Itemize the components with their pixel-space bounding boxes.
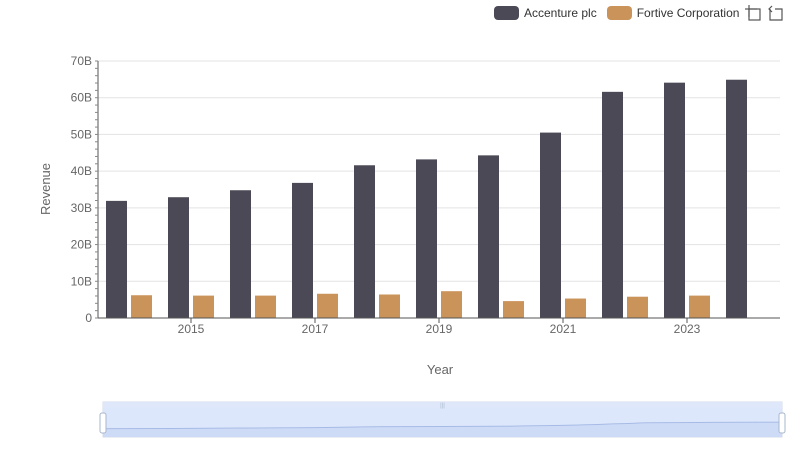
legend: Accenture plc Fortive Corporation bbox=[494, 4, 749, 22]
bar-accenture[interactable] bbox=[230, 190, 251, 318]
legend-swatch-fortive bbox=[606, 6, 632, 20]
bar-fortive[interactable] bbox=[193, 295, 214, 318]
data-zoom-slider[interactable]: ||| bbox=[99, 401, 786, 438]
y-tick-label: 70B bbox=[71, 54, 92, 68]
y-tick-label: 50B bbox=[71, 127, 92, 141]
bar-accenture[interactable] bbox=[664, 82, 685, 318]
legend-swatch-accenture bbox=[494, 6, 519, 20]
bar-accenture[interactable] bbox=[726, 79, 747, 318]
y-tick-label: 60B bbox=[71, 91, 92, 105]
y-tick-label: 20B bbox=[71, 238, 92, 252]
bars bbox=[106, 79, 747, 318]
slider-handle-right[interactable] bbox=[778, 412, 786, 434]
bar-accenture[interactable] bbox=[292, 182, 313, 318]
zoom-reset-icon[interactable] bbox=[767, 5, 783, 21]
bar-accenture[interactable] bbox=[602, 91, 623, 318]
bar-accenture[interactable] bbox=[478, 155, 499, 318]
bar-accenture[interactable] bbox=[416, 159, 437, 318]
bar-fortive[interactable] bbox=[131, 295, 152, 318]
y-tick-label: 10B bbox=[71, 274, 92, 288]
bar-fortive[interactable] bbox=[565, 298, 586, 318]
bar-fortive[interactable] bbox=[503, 301, 524, 318]
x-tick-label: 2017 bbox=[302, 322, 329, 336]
zoom-icon[interactable] bbox=[745, 5, 761, 21]
y-tick-label: 40B bbox=[71, 164, 92, 178]
x-tick-label: 2023 bbox=[674, 322, 701, 336]
x-axis-label: Year bbox=[427, 362, 454, 377]
bar-fortive[interactable] bbox=[379, 294, 400, 318]
x-tick-label: 2015 bbox=[178, 322, 205, 336]
legend-label-accenture: Accenture plc bbox=[524, 6, 597, 20]
bar-accenture[interactable] bbox=[354, 165, 375, 318]
slider-handle-left[interactable] bbox=[99, 412, 107, 434]
slider-top-bar[interactable] bbox=[103, 402, 782, 408]
axes bbox=[95, 60, 780, 323]
legend-label-fortive: Fortive Corporation bbox=[636, 6, 740, 20]
bar-accenture[interactable] bbox=[168, 197, 189, 318]
bar-fortive[interactable] bbox=[255, 295, 276, 318]
bar-fortive[interactable] bbox=[317, 293, 338, 318]
legend-item-fortive[interactable]: Fortive Corporation bbox=[606, 6, 740, 20]
y-tick-label: 0 bbox=[85, 311, 92, 325]
bar-accenture[interactable] bbox=[540, 132, 561, 318]
toolbox bbox=[745, 5, 783, 21]
bar-fortive[interactable] bbox=[689, 295, 710, 318]
x-tick-label: 2021 bbox=[550, 322, 577, 336]
grid-lines bbox=[98, 60, 780, 282]
bar-fortive[interactable] bbox=[627, 296, 648, 318]
y-axis-label: Revenue bbox=[38, 163, 53, 215]
bar-fortive[interactable] bbox=[441, 291, 462, 318]
y-tick-label: 30B bbox=[71, 201, 92, 215]
tick-labels: 0 10B 20B 30B 40B 50B 60B 70B 2015 2017 2019 2021 20… bbox=[71, 54, 701, 336]
legend-item-accenture[interactable]: Accenture plc bbox=[494, 6, 597, 20]
x-tick-label: 2019 bbox=[426, 322, 453, 336]
slider-move-grip[interactable]: ||| bbox=[440, 403, 445, 409]
slider-overview-area bbox=[103, 422, 782, 437]
bar-accenture[interactable] bbox=[106, 200, 127, 318]
